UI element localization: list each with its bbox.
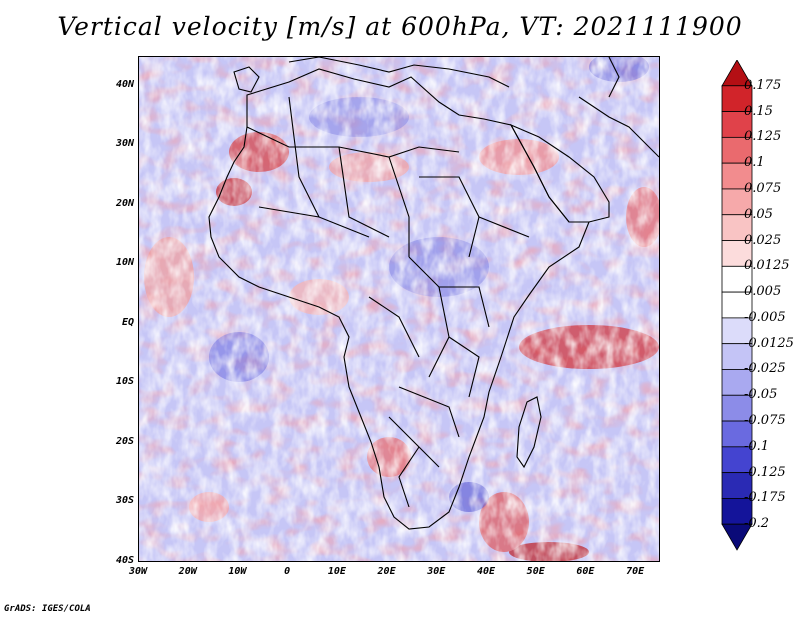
colorbar-label: -0.0125 <box>744 335 794 351</box>
colorbar-label: -0.2 <box>744 516 770 532</box>
lat-tick-label: 20N <box>115 197 134 209</box>
lon-tick-label: 10E <box>327 566 346 577</box>
colorbar-segment <box>721 240 753 267</box>
lon-tick-label: 60E <box>576 566 595 577</box>
lon-tick-label: 20W <box>178 566 197 577</box>
colorbar-label: 0.15 <box>744 103 773 119</box>
colorbar-label: -0.175 <box>744 490 786 506</box>
lat-tick-label: 40N <box>115 78 134 90</box>
lat-tick-label: 40S <box>115 555 134 566</box>
colorbar-segment <box>721 85 753 112</box>
colorbar-label: -0.025 <box>744 361 786 377</box>
colorbar-label: 0.175 <box>744 77 782 93</box>
colorbar-segment <box>721 214 753 241</box>
colorbar-segment <box>721 369 753 396</box>
colorbar-label: -0.05 <box>744 387 778 403</box>
coastline-outlines <box>208 57 659 530</box>
colorbar-label: -0.075 <box>744 413 786 429</box>
colorbar-label: 0.05 <box>744 206 773 222</box>
chart-title: Vertical velocity [m/s] at 600hPa, VT: 2… <box>57 12 743 41</box>
colorbar-segment <box>721 136 753 164</box>
colorbar-label: -0.005 <box>744 309 786 325</box>
lon-tick-label: 40E <box>476 566 496 577</box>
velocity-field-map <box>139 57 659 561</box>
colorbar-segment <box>721 394 753 422</box>
colorbar-segment <box>721 523 753 551</box>
colorbar-segment <box>721 498 753 525</box>
lon-tick-label: 70E <box>626 566 645 577</box>
lat-tick-label: 20S <box>115 435 134 447</box>
noise-texture <box>139 57 659 561</box>
lat-tick-label: 30S <box>115 495 134 507</box>
colorbar-segment <box>721 111 753 138</box>
colorbar-label: 0.005 <box>744 284 782 300</box>
colorbar-segment <box>721 446 753 474</box>
colorbar-label: 0.125 <box>744 129 782 145</box>
colorbar <box>721 60 753 551</box>
lat-tick-label: 10S <box>115 376 134 388</box>
colorbar-label: 0.0125 <box>744 258 790 274</box>
lon-tick-label: 50E <box>526 566 545 577</box>
colorbar-label: 0.1 <box>744 155 765 171</box>
colorbar-label: -0.125 <box>744 464 786 480</box>
lon-tick-label: 10W <box>228 566 247 577</box>
lon-tick-label: 0 <box>284 566 291 577</box>
lon-tick-label: 20E <box>377 566 396 577</box>
colorbar-label: -0.1 <box>744 438 770 454</box>
grads-credit: GrADS: IGES/COLA <box>4 604 91 614</box>
colorbar-segment <box>721 472 753 499</box>
lat-tick-label: 30N <box>115 138 134 150</box>
lon-tick-label: 30E <box>427 566 446 577</box>
colorbar-label: 0.075 <box>744 180 782 196</box>
lon-tick-label: 30W <box>128 566 148 577</box>
lat-tick-label: EQ <box>121 316 134 328</box>
colorbar-label: 0.025 <box>744 232 782 248</box>
colorbar-segment <box>721 420 753 448</box>
map-panel <box>138 56 660 562</box>
lat-tick-label: 10N <box>115 257 134 269</box>
